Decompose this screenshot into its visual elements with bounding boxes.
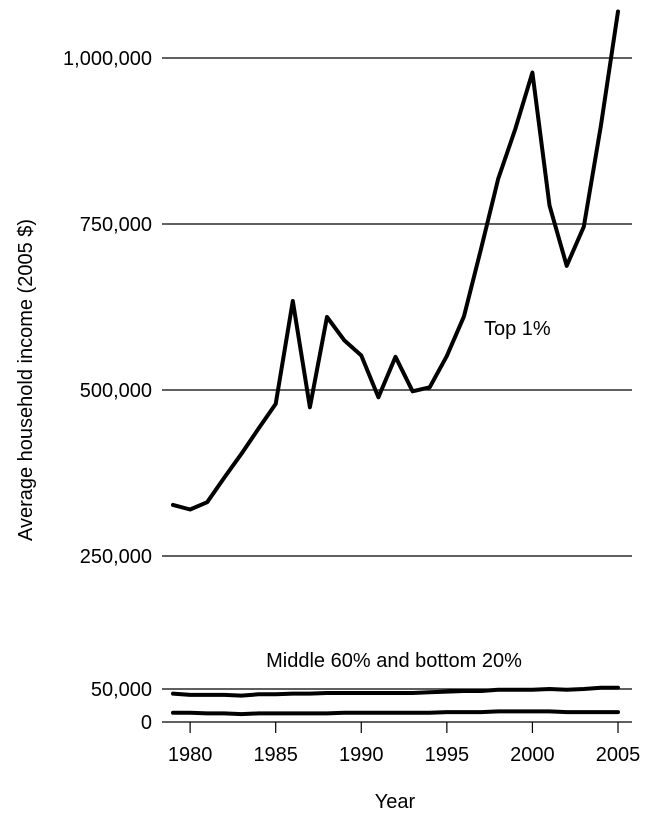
series-line-middle-60: [171, 685, 620, 698]
y-axis-title: Average household income (2005 $): [15, 219, 37, 541]
x-axis-title: Year: [375, 791, 416, 813]
y-tick-label: 750,000: [80, 214, 152, 236]
x-tick-label: 2005: [596, 744, 641, 766]
x-tick-label: 1995: [425, 744, 470, 766]
x-tick-label: 1990: [339, 744, 384, 766]
y-tick-label: 500,000: [80, 380, 152, 402]
series-line-bottom-20: [171, 709, 620, 717]
tick-layer: 0 50,000 250,000 500,000 750,000 1,000,000 198…: [63, 48, 640, 766]
series-line-top-1: [171, 9, 620, 512]
y-tick-label: 50,000: [91, 679, 152, 701]
y-tick-label: 1,000,000: [63, 48, 152, 70]
x-tick-label: 1980: [168, 744, 213, 766]
y-tick-label: 0: [141, 712, 152, 734]
grid-layer: [162, 57, 632, 723]
y-tick-label: 250,000: [80, 546, 152, 568]
annotation-top-1-percent: Top 1%: [484, 318, 551, 340]
series-layer: [171, 9, 620, 717]
x-tick-label: 2000: [510, 744, 555, 766]
x-tick-label: 1985: [253, 744, 298, 766]
annotation-middle-bottom: Middle 60% and bottom 20%: [266, 650, 522, 672]
